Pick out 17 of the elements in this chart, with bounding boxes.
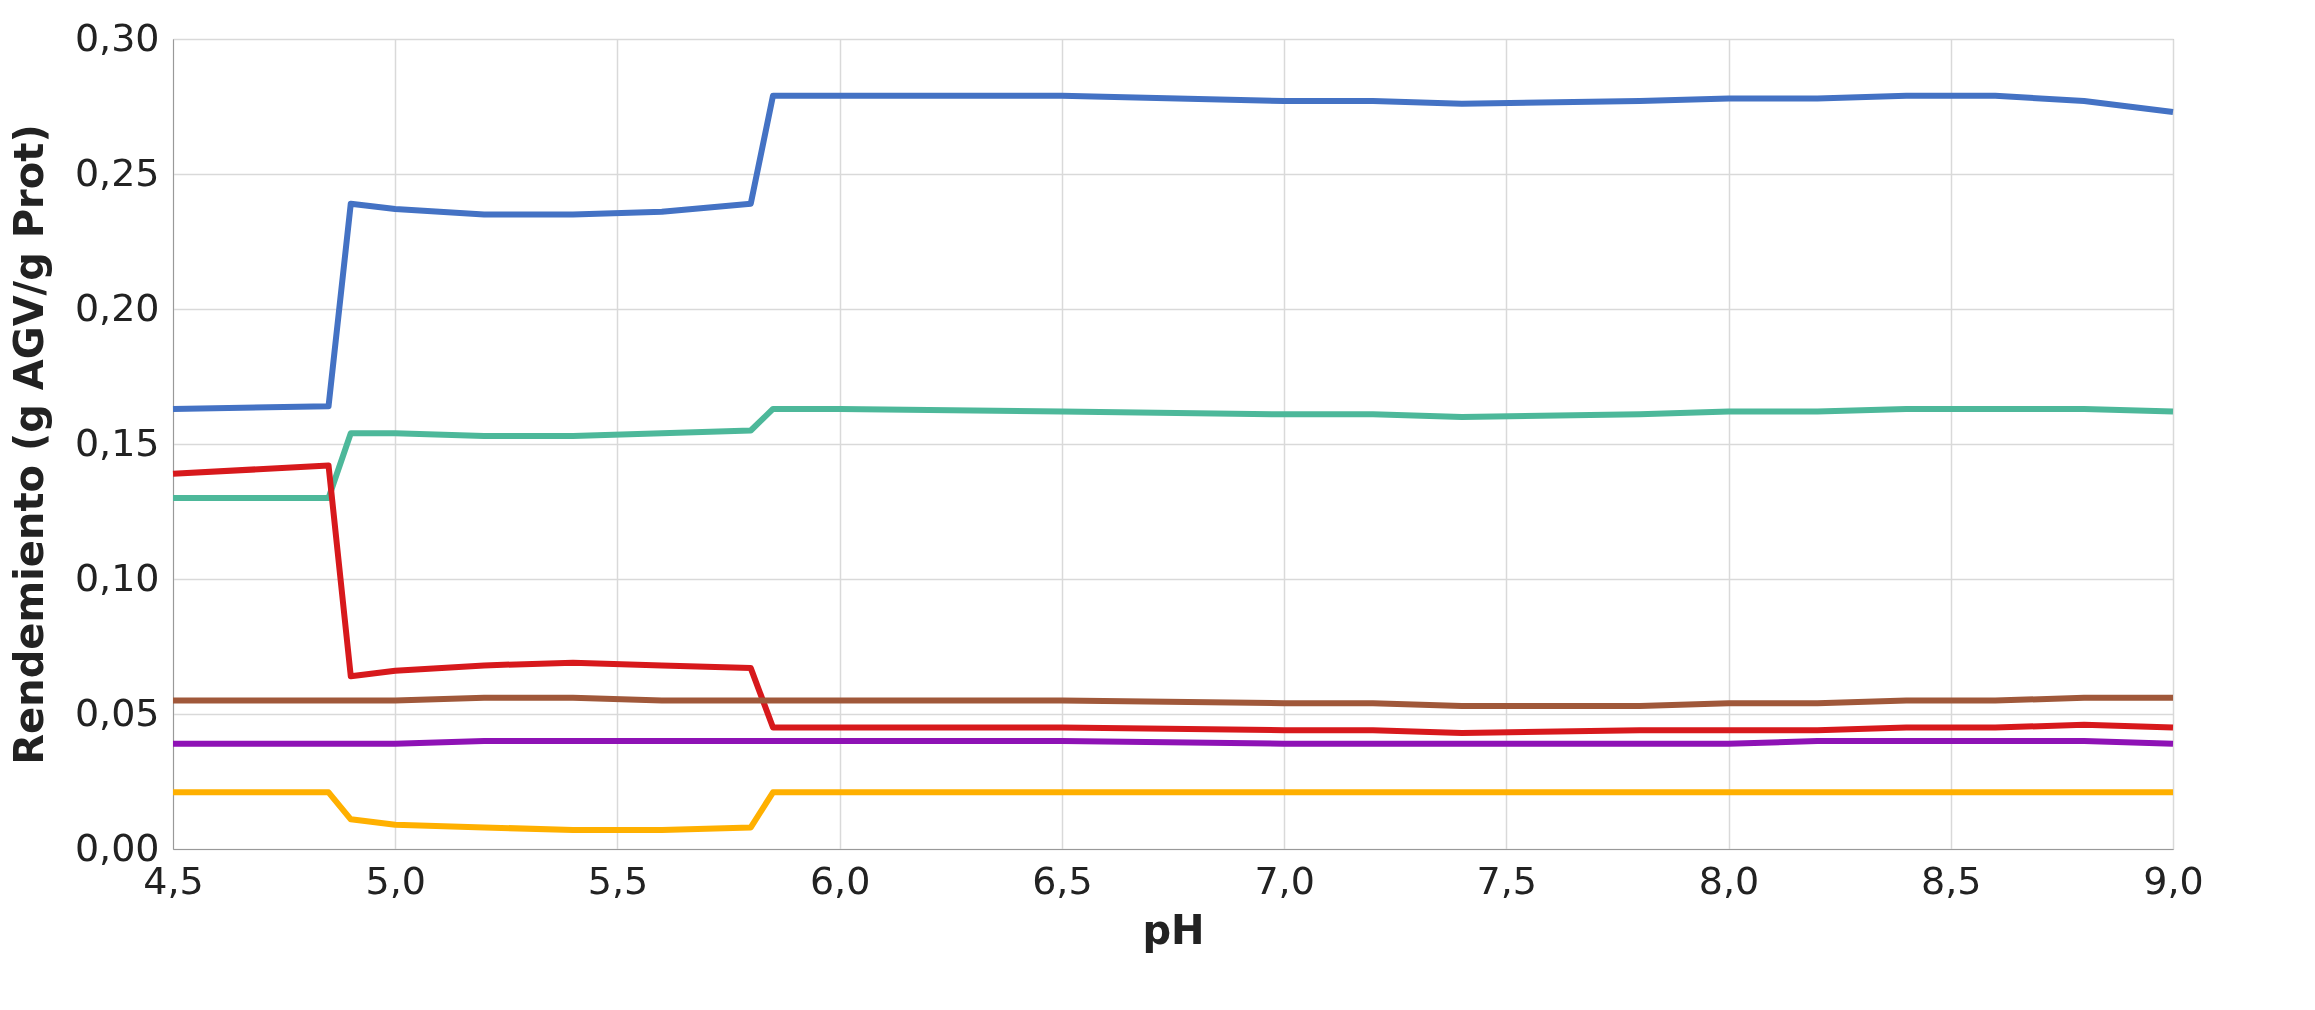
x-axis-title: pH — [1142, 906, 1205, 953]
y-tick-label: 0,15 — [74, 420, 160, 465]
x-tick-label: 6,5 — [1032, 858, 1093, 903]
x-tick-label: 7,5 — [1476, 858, 1538, 903]
x-tick-label: 8,0 — [1698, 858, 1760, 903]
y-tick-label: 0,25 — [74, 150, 160, 195]
y-tick-label: 0,05 — [74, 690, 160, 735]
y-tick-label: 0,10 — [74, 555, 160, 600]
y-axis-title: Rendemiento (g AGV/g Prot) — [5, 124, 52, 765]
y-tick-label: 0,20 — [74, 285, 160, 330]
y-tick-label: 0,30 — [74, 15, 160, 60]
x-tick-label: 7,0 — [1254, 858, 1315, 903]
x-tick-label: 9,0 — [2143, 858, 2204, 903]
x-tick-label: 5,0 — [365, 858, 426, 903]
x-tick-label: 8,5 — [1921, 858, 1982, 903]
x-tick-label: 5,5 — [587, 858, 649, 903]
x-tick-label: 6,0 — [809, 858, 871, 903]
